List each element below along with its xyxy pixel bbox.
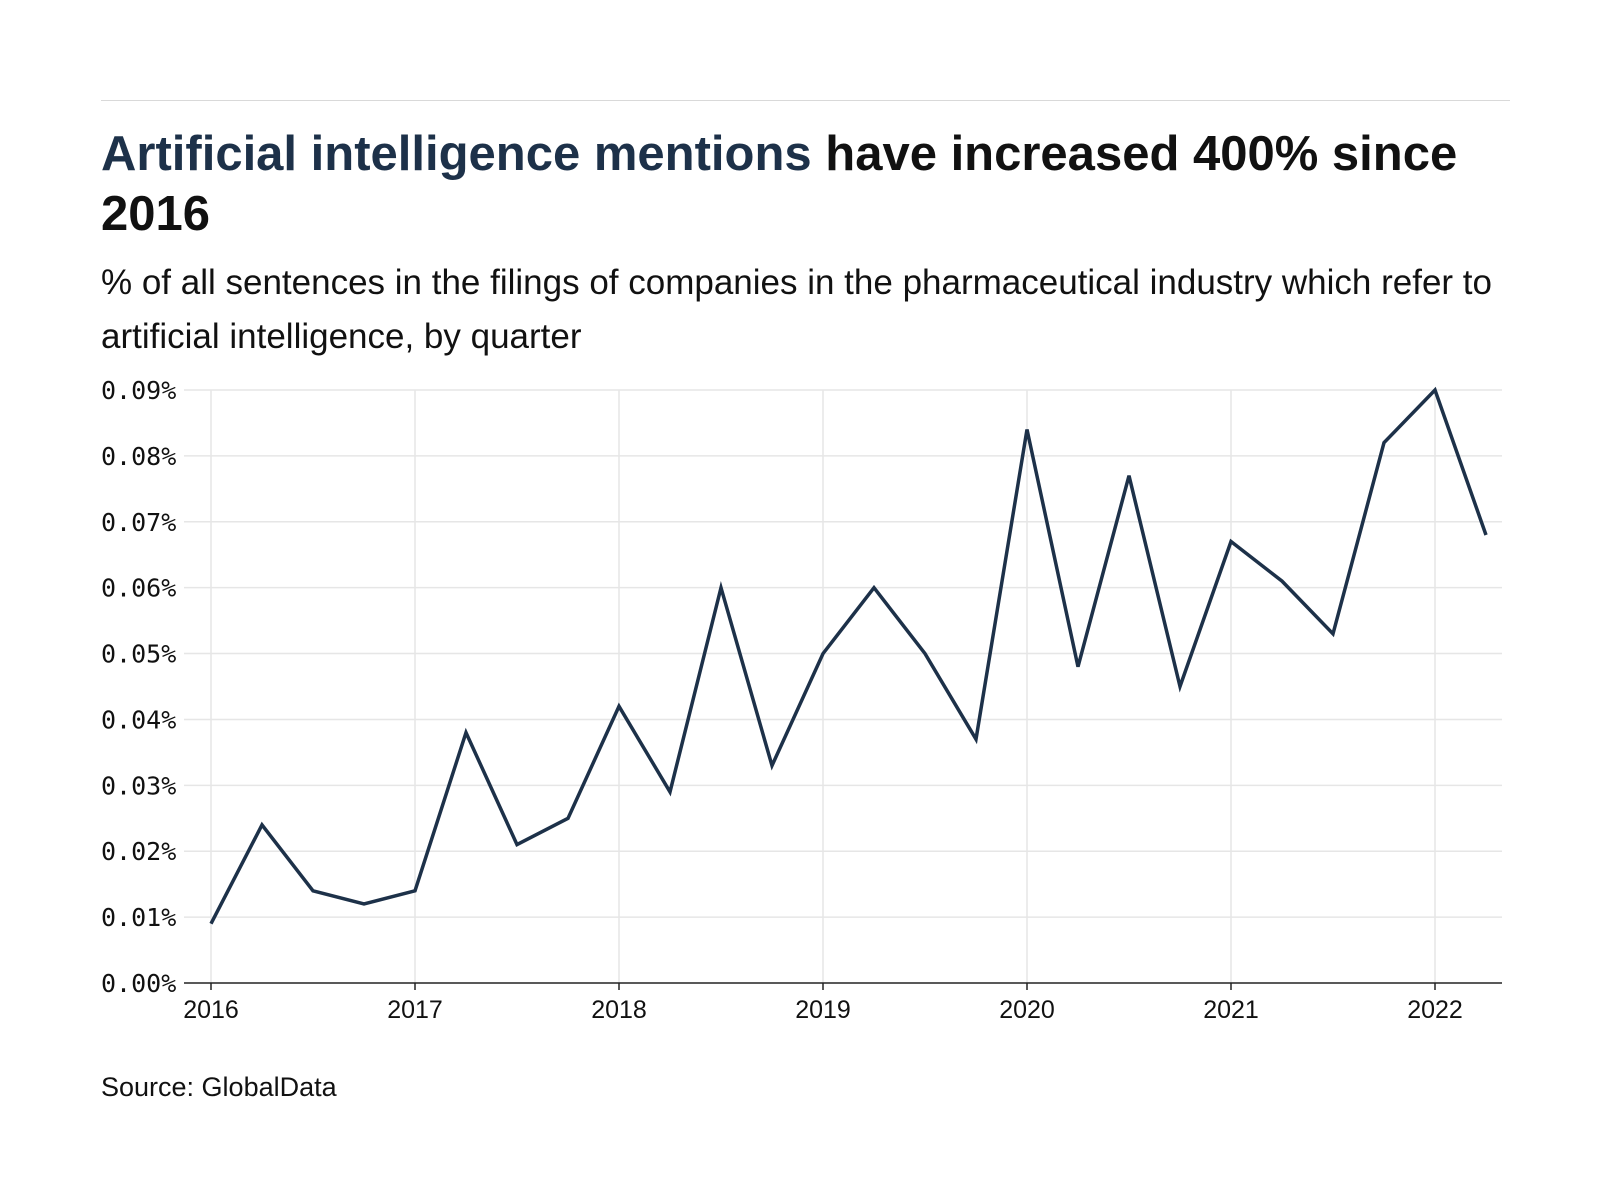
x-tick-label: 2019 [795, 996, 851, 1024]
x-tick-label: 2016 [183, 996, 239, 1024]
x-tick-label: 2021 [1203, 996, 1259, 1024]
chart-title: Artificial intelligence mentions have in… [101, 124, 1521, 244]
top-divider [101, 100, 1510, 101]
title-highlight: Artificial intelligence mentions [101, 127, 812, 181]
y-tick-label: 0.05% [101, 640, 176, 669]
x-tick-label: 2022 [1407, 996, 1463, 1024]
y-tick-label: 0.09% [101, 376, 176, 405]
chart-subtitle: % of all sentences in the filings of com… [101, 263, 1492, 356]
y-tick-label: 0.07% [101, 508, 176, 537]
source-note: Source: GlobalData [101, 1072, 337, 1102]
series-line [209, 386, 1488, 925]
x-tick-label: 2017 [387, 996, 443, 1024]
y-tick-label: 0.04% [101, 705, 176, 734]
x-tick-label: 2018 [591, 996, 647, 1024]
y-tick-label: 0.02% [101, 837, 176, 866]
x-tick-label: 2020 [999, 996, 1055, 1024]
y-tick-label: 0.01% [101, 903, 176, 932]
y-tick-label: 0.06% [101, 574, 176, 603]
y-tick-label: 0.00% [101, 969, 176, 998]
y-tick-label: 0.03% [101, 771, 176, 800]
y-tick-label: 0.08% [101, 442, 176, 471]
title-rest: have increased 400% since 2016 [101, 127, 1458, 241]
